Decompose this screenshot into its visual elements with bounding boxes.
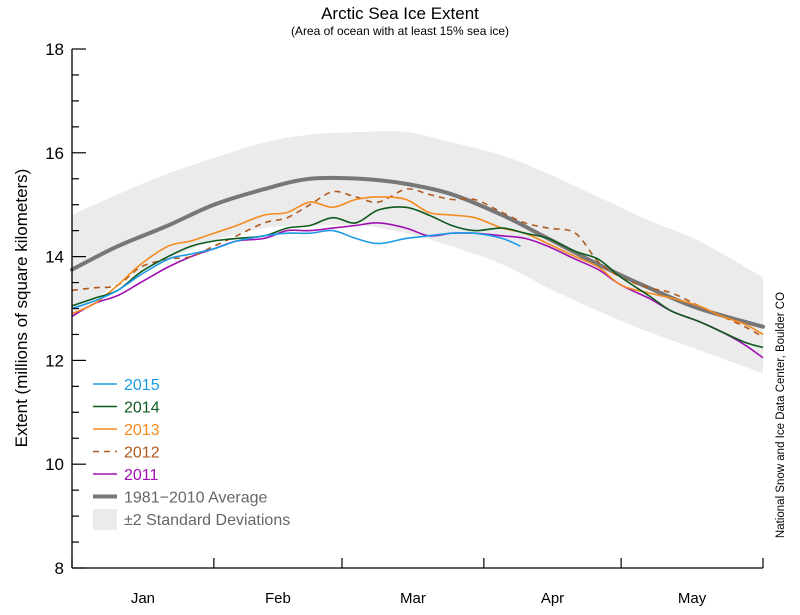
series-line-2013	[71, 196, 764, 336]
average-line	[70, 175, 765, 329]
x-tick-label-may: May	[678, 590, 707, 607]
legend-swatch	[93, 509, 117, 530]
y-tick-label: 8	[55, 559, 64, 578]
legend-item-2014: 2014	[93, 400, 160, 417]
series-line-2014	[71, 206, 764, 349]
legend-item-2011: 2011	[93, 467, 159, 484]
legend-label: 2012	[124, 445, 160, 462]
y-tick-label: 10	[45, 455, 64, 474]
legend-item-2015: 2015	[93, 377, 160, 394]
chart-subtitle: (Area of ocean with at least 15% sea ice…	[290, 24, 510, 38]
y-axis-label: Extent (millions of square kilometers)	[12, 169, 31, 448]
legend-label: 1981−2010 Average	[124, 490, 268, 507]
x-tick-label-jan: Jan	[131, 590, 155, 607]
legend-item-2012: 2012	[93, 445, 160, 462]
x-tick-label-feb: Feb	[265, 590, 291, 607]
legend-label: ±2 Standard Deviations	[124, 512, 290, 529]
y-tick-label: 16	[45, 144, 64, 163]
credit-text: National Snow and Ice Data Center, Bould…	[775, 292, 787, 538]
legend-item-average: 1981−2010 Average	[93, 490, 268, 507]
y-tick-label: 18	[45, 40, 64, 59]
legend-label: 2015	[124, 377, 160, 394]
chart-title: Arctic Sea Ice Extent	[321, 4, 479, 23]
y-tick-label: 14	[45, 248, 64, 267]
x-tick-label-apr: Apr	[541, 590, 564, 607]
series-line-2015	[71, 229, 521, 310]
std-deviation-band	[72, 131, 763, 374]
series-line-2012	[71, 188, 764, 338]
legend-label: 2011	[124, 467, 159, 484]
legend-label: 2014	[124, 400, 160, 417]
legend-item-std-band: ±2 Standard Deviations	[93, 509, 290, 530]
legend-label: 2013	[124, 422, 160, 439]
x-tick-label-mar: Mar	[400, 590, 426, 607]
legend-item-2013: 2013	[93, 422, 160, 439]
y-tick-label: 12	[45, 351, 64, 370]
